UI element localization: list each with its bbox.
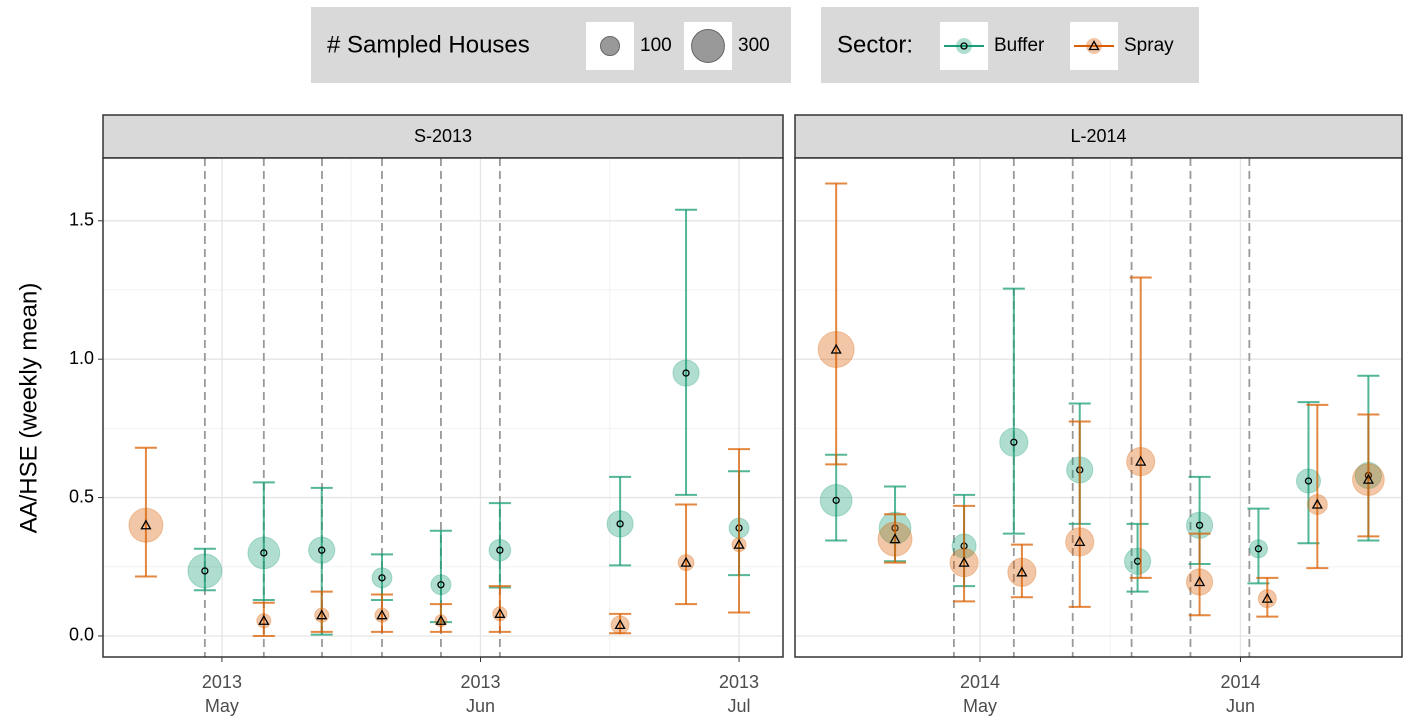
point [1126, 447, 1156, 477]
point [949, 548, 979, 578]
point [606, 510, 634, 538]
marker-symbol [1016, 566, 1028, 577]
x-tick-label: 2014 Jun [1220, 672, 1260, 716]
panel-bg [795, 158, 1402, 657]
point [1123, 547, 1152, 575]
x-tick-label: 2013 May [202, 672, 242, 716]
strip [794, 114, 1403, 159]
marker-symbol [201, 567, 209, 575]
marker-symbol [614, 619, 626, 630]
point [430, 574, 452, 596]
point [371, 567, 393, 589]
point [1007, 557, 1037, 587]
marker-symbol [318, 546, 326, 554]
legend-label: 300 [738, 35, 770, 56]
y-tick-label: 1.5 [69, 210, 94, 230]
point [610, 615, 630, 635]
marker-symbol [1135, 455, 1147, 466]
strip-title: L-2014 [1070, 126, 1126, 146]
panel-bg [103, 158, 783, 657]
marker-symbol [733, 538, 745, 549]
marker-symbol [435, 614, 447, 625]
marker-symbol [616, 520, 624, 528]
legend-title: # Sampled Houses [327, 31, 530, 58]
marker-symbol [1362, 473, 1375, 484]
marker-symbol [1304, 477, 1313, 485]
legend-label: 100 [640, 35, 672, 56]
point [488, 538, 512, 562]
strip [102, 114, 784, 159]
y-tick-label: 1.0 [69, 348, 94, 368]
point [672, 359, 700, 387]
x-tick-label: 2013 Jul [719, 672, 759, 716]
y-axis-label: AA/HSE (weekly mean) [15, 283, 42, 534]
panel-border [102, 157, 784, 658]
point [1257, 589, 1277, 609]
marker-symbol [1261, 592, 1273, 603]
marker-symbol [1010, 438, 1018, 446]
point [819, 483, 853, 517]
marker-symbol [140, 519, 152, 530]
marker-symbol [316, 609, 328, 620]
marker-symbol [1311, 498, 1323, 509]
panel-border [794, 157, 1403, 658]
marker-symbol [260, 549, 268, 557]
marker-symbol [258, 614, 270, 625]
marker-symbol [1193, 576, 1206, 587]
point [128, 507, 164, 543]
marker-symbol [496, 546, 504, 554]
marker-symbol [680, 556, 692, 567]
point [1248, 539, 1268, 559]
marker-symbol [830, 343, 842, 354]
point [247, 536, 281, 570]
point [1306, 494, 1328, 515]
point [187, 553, 223, 589]
legend-box [821, 7, 1199, 83]
legend-label: Spray [1124, 35, 1174, 56]
strip-title: S-2013 [414, 126, 472, 146]
legend-size [600, 36, 620, 56]
point [999, 427, 1029, 457]
marker-symbol [832, 496, 840, 505]
y-tick-label: 0.0 [69, 625, 94, 645]
legend-point [956, 38, 972, 54]
point [817, 330, 855, 369]
marker-symbol [1088, 40, 1100, 51]
marker-symbol [1254, 545, 1263, 553]
legend-label: Buffer [994, 35, 1045, 56]
marker-symbol [437, 581, 445, 589]
point [1065, 527, 1095, 557]
marker-symbol [960, 42, 968, 50]
x-tick-label: 2013 Jun [460, 672, 500, 716]
point [1351, 463, 1385, 496]
marker-symbol [889, 533, 901, 544]
marker-symbol [494, 607, 506, 618]
marker-symbol [682, 369, 690, 377]
marker-symbol [376, 609, 388, 620]
marker-symbol [378, 574, 386, 582]
point [877, 521, 913, 557]
marker-symbol [958, 556, 970, 567]
marker-symbol [1195, 521, 1204, 529]
y-tick-label: 0.5 [69, 486, 94, 506]
x-tick-label: 2014 May [960, 672, 1000, 716]
legend-title: Sector: [837, 31, 913, 58]
legend-size [691, 29, 725, 63]
point [308, 536, 336, 564]
point [1185, 568, 1214, 596]
marker-symbol [1074, 536, 1086, 547]
point [1295, 468, 1321, 494]
